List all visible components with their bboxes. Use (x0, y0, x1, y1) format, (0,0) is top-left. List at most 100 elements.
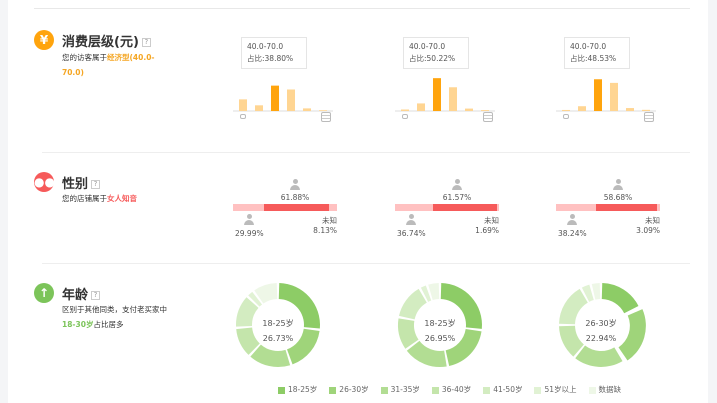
age-donut-segment[interactable] (236, 297, 259, 327)
coin-small-icon (563, 114, 569, 119)
gender-title: 性别? (62, 173, 101, 192)
legend-swatch (483, 386, 491, 394)
age-donut-segment[interactable] (618, 309, 646, 361)
spending-bar[interactable] (255, 105, 263, 111)
coin-stack-large-icon (321, 112, 331, 122)
coin-stack-large-icon (483, 112, 493, 122)
legend-swatch (278, 386, 285, 394)
donut-center-value: 26.95% (424, 334, 456, 343)
age-donut-segment[interactable] (406, 340, 447, 367)
legend-swatch (534, 386, 542, 394)
age-donut-segment[interactable] (575, 345, 623, 367)
legend-item[interactable]: 51岁以上 (534, 384, 577, 395)
spending-bar[interactable] (465, 108, 473, 111)
spending-bar[interactable] (433, 78, 441, 111)
age-donut-segment[interactable] (591, 283, 601, 300)
legend-swatch (380, 386, 388, 394)
age-desc: 区别于其他同类，支付老买家中 18-30岁占比居多 (62, 305, 167, 329)
coin-small-icon (240, 114, 246, 119)
spending-bar[interactable] (562, 109, 570, 111)
age-donut-segment[interactable] (278, 283, 320, 329)
spending-bar[interactable] (594, 79, 602, 111)
legend-swatch (588, 386, 596, 394)
gender-bar-chart: 58.68% 38.24% 未知 3.09% (556, 170, 660, 240)
legend-item[interactable]: 26-30岁 (329, 384, 369, 395)
bar-tooltip: 40.0-70.0 占比:38.80% (241, 37, 307, 69)
bar-tooltip: 40.0-70.0 占比:50.22% (403, 37, 469, 69)
female-icon (452, 179, 462, 191)
spending-bar[interactable] (626, 108, 634, 111)
age-donut-segment[interactable] (248, 291, 263, 307)
spending-bar[interactable] (642, 109, 650, 111)
legend-swatch (431, 386, 439, 394)
legend-swatch (329, 386, 337, 394)
spending-bar[interactable] (449, 87, 457, 111)
legend-item[interactable]: 31-35岁 (380, 384, 420, 395)
spending-bar[interactable] (578, 106, 586, 111)
age-donut-segment[interactable] (428, 283, 440, 301)
age-donut-segment[interactable] (420, 285, 432, 302)
coin-small-icon (402, 114, 408, 119)
legend-item[interactable]: 18-25岁 (278, 384, 317, 395)
age-donut-segment[interactable] (559, 288, 588, 325)
male-segment[interactable] (395, 204, 434, 211)
spending-bar[interactable] (271, 85, 279, 111)
donut-center-label: 18-25岁 (262, 319, 294, 328)
donut-center-label: 26-30岁 (585, 319, 617, 328)
age-donut-segment[interactable] (445, 328, 482, 366)
age-donut-segment[interactable] (236, 327, 260, 355)
age-legend: 18-25岁 26-30岁 31-35岁 36-40岁 41-50岁 51岁以上 数据缺 (278, 384, 621, 395)
legend-item[interactable]: 36-40岁 (431, 384, 471, 395)
unknown-segment[interactable] (328, 204, 337, 211)
section-divider (42, 152, 690, 153)
age-title: 年龄? (62, 284, 101, 303)
spending-bar[interactable] (417, 103, 425, 111)
age-donut-segment[interactable] (398, 288, 427, 320)
yen-icon: ¥ (34, 30, 54, 50)
donut-center-label: 18-25岁 (424, 319, 456, 328)
spending-bar[interactable] (610, 82, 618, 111)
help-icon[interactable]: ? (141, 38, 151, 47)
legend-item[interactable]: 数据缺 (588, 384, 621, 395)
age-donut-segment[interactable] (250, 344, 291, 367)
male-segment[interactable] (233, 204, 265, 211)
help-icon[interactable]: ? (91, 291, 101, 300)
crowd-analysis-panel: ¥ 消费层级(元)? 您的访客属于经济型(40.0-70.0) ●● 性别? 您… (8, 0, 708, 403)
unknown-segment[interactable] (497, 204, 499, 211)
legend-item[interactable]: 41-50岁 (483, 384, 522, 395)
gender-desc: 您的店铺属于女人知音 (62, 194, 137, 203)
spending-bar-chart (233, 85, 333, 112)
spending-bar[interactable] (239, 99, 247, 111)
coin-stack-large-icon (644, 112, 654, 122)
age-donut-segment[interactable] (254, 283, 278, 304)
spending-bar[interactable] (481, 110, 489, 111)
spending-bar-chart (556, 79, 656, 112)
age-donut-segment[interactable] (398, 318, 419, 349)
users-icon: ●● (34, 172, 55, 192)
bar-tooltip: 40.0-70.0 占比:48.53% (564, 37, 630, 69)
spending-bar[interactable] (319, 110, 327, 111)
gender-bar-chart: 61.88% 29.99% 未知 8.13% (233, 170, 337, 240)
male-icon (567, 214, 577, 226)
spending-bar-chart (395, 78, 495, 112)
gender-bar-chart: 61.57% 36.74% 未知 1.69% (395, 170, 499, 240)
family-icon: ↑ (34, 283, 54, 303)
spending-bar[interactable] (401, 109, 409, 111)
spending-desc: 您的访客属于经济型(40.0-70.0) (62, 53, 155, 77)
help-icon[interactable]: ? (91, 180, 101, 189)
female-segment[interactable] (433, 204, 498, 211)
spending-bar[interactable] (287, 89, 295, 111)
spending-bar[interactable] (303, 108, 311, 111)
age-donut-segment[interactable] (287, 328, 320, 365)
age-donut-segment[interactable] (559, 325, 584, 357)
age-donut-segment[interactable] (601, 283, 639, 314)
top-divider (34, 8, 690, 9)
male-icon (244, 214, 254, 226)
age-donut-segment[interactable] (581, 284, 594, 302)
male-segment[interactable] (556, 204, 596, 211)
female-segment[interactable] (595, 204, 657, 211)
age-donut-segment[interactable] (440, 283, 482, 329)
female-segment[interactable] (264, 204, 329, 211)
unknown-segment[interactable] (656, 204, 660, 211)
section-divider (42, 263, 690, 264)
